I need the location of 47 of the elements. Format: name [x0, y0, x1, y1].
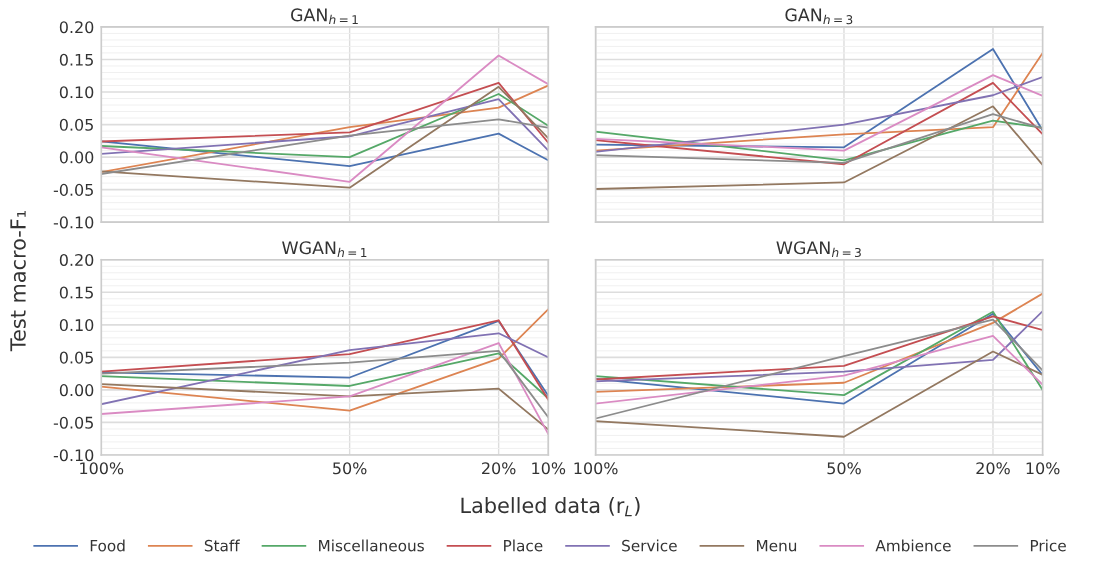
x-tick-label: 10% — [1026, 462, 1060, 475]
x-tick-label: 10% — [532, 462, 566, 475]
chart-title: GAN$_{h=3}$ — [785, 8, 853, 25]
chart-title: GAN$_{h=1}$ — [291, 8, 358, 25]
chart-title: WGAN$_{h=3}$ — [776, 241, 861, 258]
line-series — [101, 349, 549, 419]
y-tick-label: -0.10 — [53, 216, 94, 229]
line-series — [101, 383, 549, 431]
y-tick-label: 0.15 — [59, 286, 93, 299]
y-tick-label: 0.05 — [59, 351, 93, 364]
y-tick-label: 0.20 — [59, 21, 94, 34]
legend-label: Staff — [204, 539, 240, 552]
y-tick-label: 0.20 — [59, 253, 94, 267]
line-series — [101, 54, 549, 183]
x-tick-label: 100% — [574, 462, 618, 475]
y-axis-title: Test macro-F₁ — [10, 211, 26, 352]
x-tick-label: 100% — [80, 462, 124, 475]
y-tick-label: -0.10 — [53, 449, 94, 462]
line-series — [101, 342, 549, 436]
x-axis-title: Labelled data (r$_{L}$) — [461, 497, 640, 517]
y-tick-label: 0.00 — [59, 384, 94, 397]
line-series — [101, 118, 549, 175]
x-tick-label: 20% — [976, 462, 1010, 475]
y-tick-label: -0.05 — [53, 416, 93, 429]
legend-label: Miscellaneous — [319, 539, 424, 552]
chart-title: WGAN$_{h=1}$ — [282, 241, 367, 257]
x-tick-label: 20% — [482, 462, 516, 475]
legend-label: Ambience — [875, 539, 951, 552]
y-tick-label: 0.10 — [59, 319, 94, 332]
y-tick-label: 0.10 — [59, 86, 94, 99]
y-tick-label: 0.05 — [59, 118, 93, 131]
legend-label: Price — [1030, 539, 1066, 552]
legend-label: Service — [622, 539, 677, 552]
line-series — [101, 308, 549, 412]
x-tick-label: 50% — [827, 462, 861, 475]
y-tick-label: -0.05 — [53, 183, 93, 196]
y-tick-label: 0.15 — [59, 53, 93, 66]
line-series — [101, 84, 549, 173]
line-series — [101, 132, 549, 168]
x-tick-label: 50% — [333, 462, 367, 475]
legend-label: Menu — [757, 540, 797, 552]
line-series — [101, 332, 549, 406]
legend-label: Food — [90, 539, 125, 552]
y-tick-label: 0.00 — [59, 151, 94, 164]
line-series — [101, 85, 549, 189]
legend-label: Place — [504, 539, 543, 552]
line-series — [101, 81, 549, 144]
